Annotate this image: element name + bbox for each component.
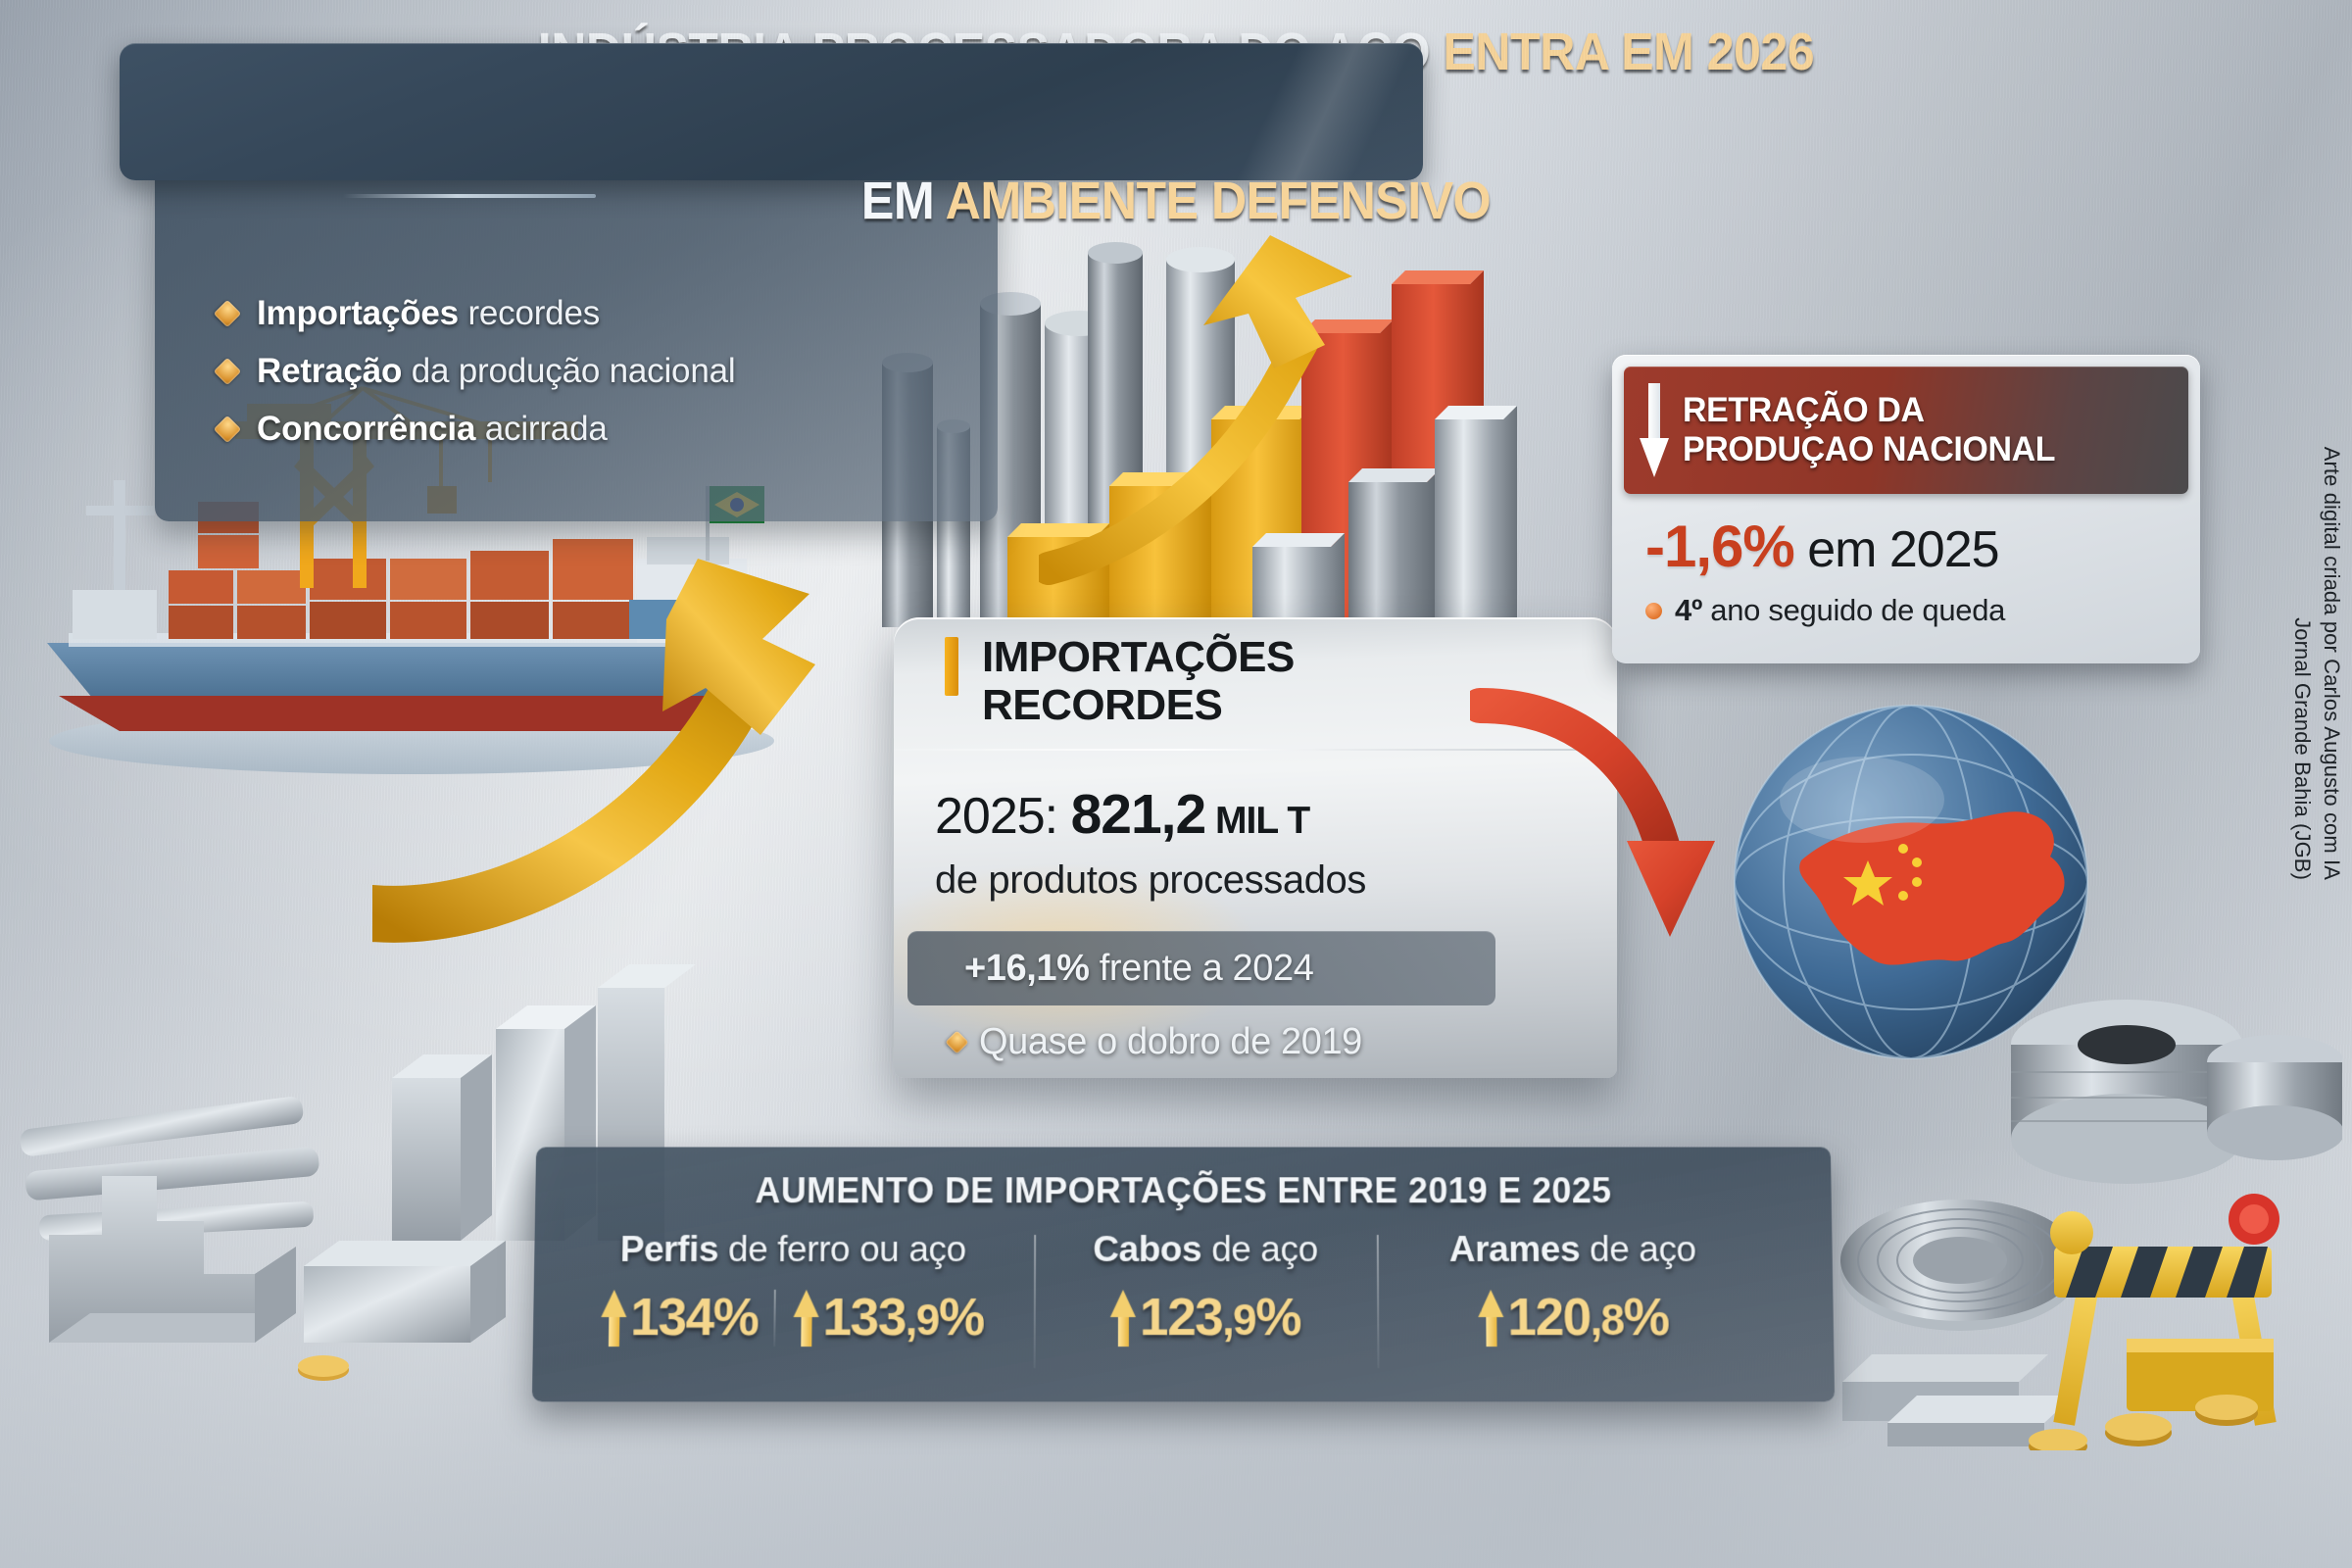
- stat-value: 134%: [601, 1288, 759, 1348]
- retraction-value: -1,6%: [1645, 514, 1795, 579]
- credit-line-2: Jornal Grande Bahia (JGB): [2290, 617, 2316, 880]
- imports-header: IMPORTAÇÕES RECORDES: [935, 633, 1295, 735]
- bullet-dot-icon: [1645, 602, 1662, 619]
- arrow-up-icon: [1110, 1289, 1136, 1346]
- column-arames: Arames de aço 120,8%: [1377, 1229, 1770, 1348]
- column-values: 123,9%: [1048, 1288, 1364, 1348]
- highlights-list: Importações recordes Retração da produçã…: [213, 294, 736, 467]
- arrow-down-icon: [935, 637, 968, 735]
- column-values: 134% 133,9%: [564, 1288, 1020, 1348]
- imports-growth-chip: +16,1% frente a 2024: [907, 931, 1495, 1005]
- list-item: Concorrência acirrada: [213, 410, 735, 449]
- imports-title: IMPORTAÇÕES RECORDES: [982, 633, 1295, 730]
- bottom-bar-columns: Perfis de ferro ou aço 134% 133,9% Cabos…: [551, 1229, 1816, 1348]
- stat-value: 133,9%: [793, 1288, 984, 1348]
- imports-growth-label: frente a 2024: [1089, 947, 1314, 989]
- credit-line-1: Arte digital criada por Carlos Augusto c…: [2320, 446, 2344, 880]
- imports-growth-value: +16,1%: [964, 947, 1090, 989]
- stat-value: 123,9%: [1110, 1288, 1300, 1348]
- retraction-note: 4º ano seguido de queda: [1645, 593, 2200, 628]
- arrow-up-icon: [601, 1289, 627, 1346]
- highlight-text: Retração da produção nacional: [257, 352, 736, 390]
- arrow-up-icon: [1478, 1289, 1503, 1346]
- title-part2-gold: AMBIENTE DEFENSIVO: [945, 172, 1492, 230]
- column-cabos: Cabos de aço 123,9%: [1034, 1229, 1378, 1348]
- title-part2-white: EM: [860, 172, 946, 230]
- arrow-up-icon: [793, 1289, 819, 1346]
- title-plate: [120, 43, 1424, 180]
- arrow-down-icon: [1640, 383, 1669, 477]
- imports-panel: IMPORTAÇÕES RECORDES 2025: 821,2 MIL T d…: [894, 617, 1617, 1078]
- page-title-line-2: EM AMBIENTE DEFENSIVO: [82, 174, 2270, 227]
- imports-increase-bar: AUMENTO DE IMPORTAÇÕES ENTRE 2019 E 2025…: [531, 1147, 1836, 1402]
- bottom-bar-title: AUMENTO DE IMPORTAÇÕES ENTRE 2019 E 2025: [755, 1170, 1612, 1211]
- rising-gold-arrow-large-illustration: [372, 559, 815, 943]
- bullet-diamond-icon: [213, 299, 242, 328]
- list-item: Importações recordes: [213, 294, 735, 333]
- credit-block: Arte digital criada por Carlos Augusto c…: [2290, 233, 2346, 880]
- panel-divider: [894, 749, 1617, 751]
- rising-gold-arrow-illustration: [1039, 235, 1352, 585]
- column-label: Cabos de aço: [1093, 1229, 1318, 1270]
- imports-note: Quase o dobro de 2019: [945, 1021, 1362, 1063]
- globe-china-illustration: [1734, 705, 2088, 1059]
- column-perfis: Perfis de ferro ou aço 134% 133,9%: [551, 1229, 1034, 1348]
- retraction-stat: -1,6% em 2025: [1645, 515, 2200, 577]
- highlight-text: Concorrência acirrada: [257, 410, 608, 448]
- title-part-gold: ENTRA EM 2026: [1443, 23, 1815, 81]
- column-label: Perfis de ferro ou aço: [619, 1229, 966, 1270]
- card-body: -1,6% em 2025 4º ano seguido de queda: [1612, 494, 2200, 628]
- column-label: Arames de aço: [1448, 1229, 1696, 1270]
- retraction-period: em 2025: [1793, 521, 1999, 578]
- stat-value: 120,8%: [1478, 1288, 1669, 1348]
- bullet-diamond-icon: [213, 357, 242, 386]
- card-header: RETRAÇÃO DA PRODUÇAO NACIONAL: [1624, 367, 2188, 494]
- production-retraction-card: RETRAÇÃO DA PRODUÇAO NACIONAL -1,6% em 2…: [1612, 355, 2200, 663]
- imports-stat: 2025: 821,2 MIL T: [935, 782, 1310, 847]
- card-title: RETRAÇÃO DA PRODUÇAO NACIONAL: [1683, 391, 2056, 468]
- list-item: Retração da produção nacional: [213, 352, 736, 391]
- highlight-text: Importações recordes: [257, 294, 601, 332]
- bullet-diamond-icon: [945, 1030, 969, 1054]
- imports-value: 821,2: [1070, 783, 1207, 846]
- title-divider-rule: [343, 194, 596, 198]
- imports-subtitle: de produtos processados: [935, 858, 1366, 902]
- bullet-diamond-icon: [213, 415, 242, 444]
- column-values: 120,8%: [1391, 1288, 1756, 1348]
- imports-unit: MIL T: [1205, 800, 1310, 842]
- imports-year: 2025:: [935, 788, 1071, 845]
